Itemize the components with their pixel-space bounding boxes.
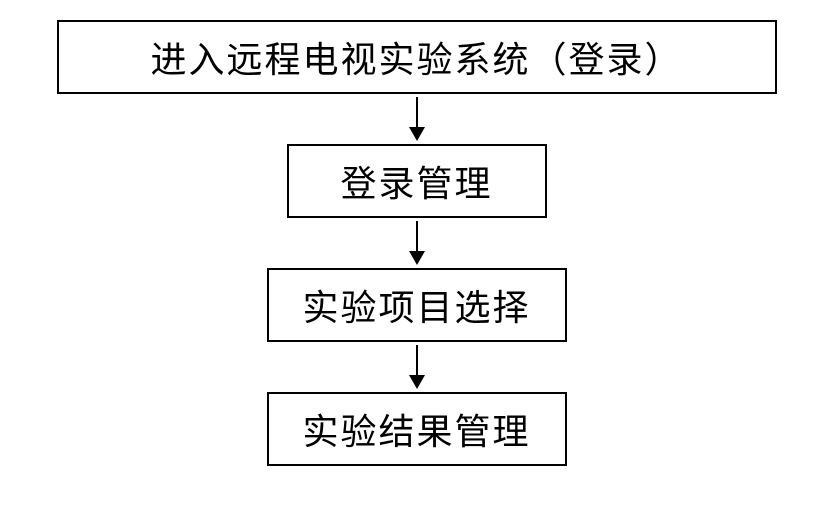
arrow-line-icon — [416, 221, 418, 251]
flowchart-node-login-management: 登录管理 — [287, 144, 547, 218]
node-label: 进入远程电视实验系统（登录） — [150, 31, 682, 83]
arrow-line-icon — [416, 97, 418, 127]
flowchart-node-experiment-selection: 实验项目选择 — [267, 268, 567, 342]
node-label: 实验结果管理 — [302, 403, 530, 455]
arrow-line-icon — [416, 345, 418, 375]
flowchart-container: 进入远程电视实验系统（登录） 登录管理 实验项目选择 实验结果管理 — [57, 20, 777, 466]
flowchart-node-result-management: 实验结果管理 — [267, 392, 567, 466]
arrow-head-icon — [409, 375, 425, 389]
node-label: 登录管理 — [340, 155, 492, 207]
arrow-3-to-4 — [409, 342, 425, 392]
flowchart-node-login-entry: 进入远程电视实验系统（登录） — [57, 20, 777, 94]
arrow-2-to-3 — [409, 218, 425, 268]
arrow-head-icon — [409, 251, 425, 265]
arrow-1-to-2 — [409, 94, 425, 144]
arrow-head-icon — [409, 127, 425, 141]
node-label: 实验项目选择 — [302, 279, 530, 331]
